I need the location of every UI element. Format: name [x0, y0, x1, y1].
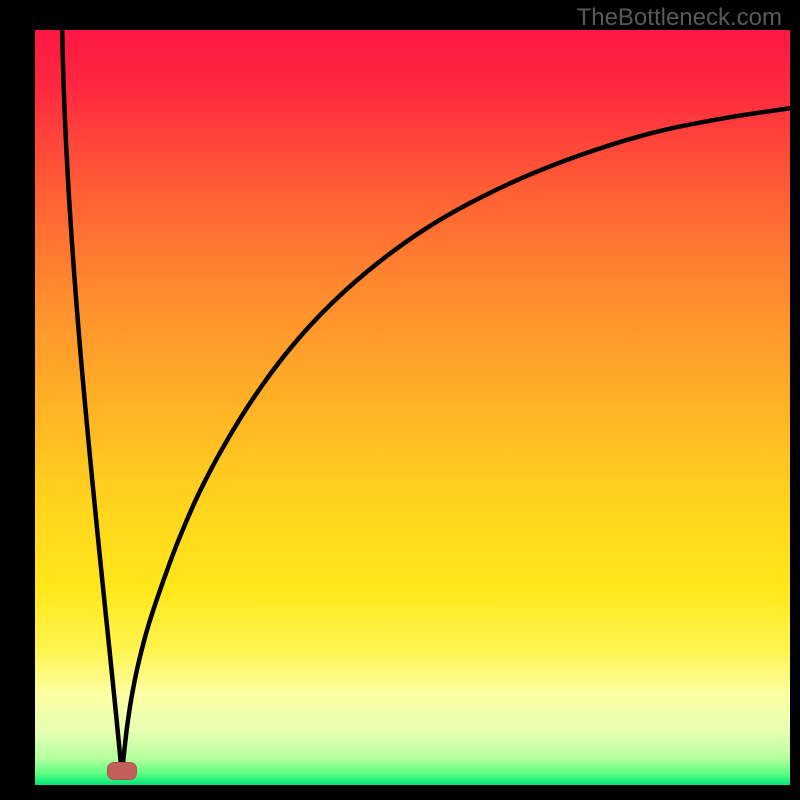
chart-container: TheBottleneck.com	[0, 0, 800, 800]
watermark-text: TheBottleneck.com	[577, 4, 782, 32]
curve-left-branch	[62, 30, 122, 775]
curve-right-branch	[122, 108, 790, 775]
curve-layer	[0, 0, 800, 800]
minimum-marker	[107, 762, 137, 780]
